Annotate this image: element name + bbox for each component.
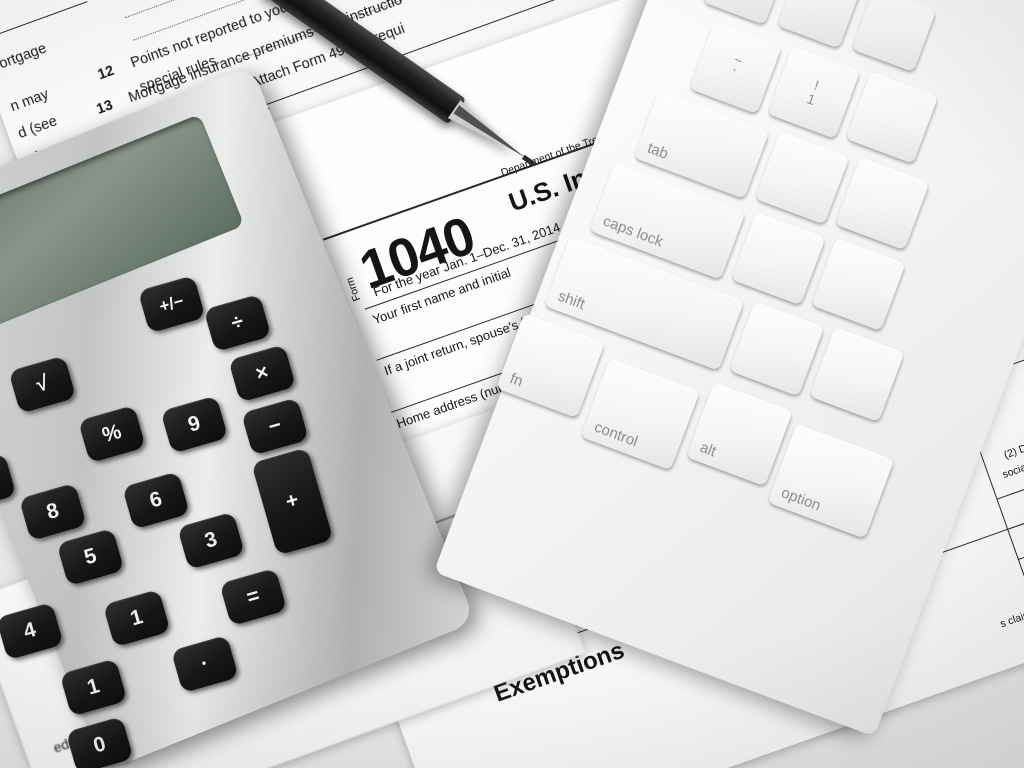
keyboard-key-f-partial-2[interactable] — [851, 0, 937, 73]
keyboard-key-control[interactable]: control — [580, 357, 700, 471]
tilde-icon[interactable]: ~ ` — [689, 21, 782, 114]
exemptions-col-ssn-line1: (2) Dependent's — [1002, 425, 1024, 462]
keyboard-key-esc-partial[interactable] — [702, 0, 788, 25]
calculator-key-square-root[interactable]: √ — [8, 355, 77, 414]
keyboard-key-two-partial[interactable] — [845, 71, 939, 164]
keyboard-key-option[interactable]: option — [767, 423, 895, 539]
keyboard-key-s-partial[interactable] — [811, 237, 906, 332]
calculator-key-six[interactable]: 6 — [122, 471, 190, 530]
calculator-key-decimal-point[interactable]: · — [170, 634, 239, 694]
keyboard-key-w-partial[interactable] — [834, 156, 930, 251]
schedule-a-line-num-5: 12 — [95, 62, 117, 84]
keyboard-key-q-partial[interactable] — [754, 131, 850, 225]
keyboard-key-z-partial[interactable] — [729, 301, 825, 397]
pen-tip — [521, 154, 537, 167]
calculator-key-three[interactable]: 3 — [177, 511, 246, 570]
calculator-key-multiply[interactable]: × — [228, 344, 297, 403]
keyboard-key-f-partial[interactable] — [776, 0, 862, 49]
calculator-key-divide[interactable]: ÷ — [203, 293, 272, 353]
schedule-a-line-num-7: 13 — [94, 97, 116, 118]
schedule-a-section-label: Paid — [0, 0, 27, 1]
divider — [0, 1, 88, 39]
schedule-a-margin-note-1: n may — [8, 86, 51, 116]
calculator-key-seven[interactable]: 7 — [0, 452, 17, 512]
keyboard-key-a-partial[interactable] — [731, 212, 826, 306]
keyboard-key-one-lower: 1 — [804, 90, 818, 108]
keyboard-key-alt[interactable]: alt — [686, 381, 793, 487]
keyboard-key-x-partial[interactable] — [809, 326, 905, 423]
exemptions-footer-left: s claimed — [998, 604, 1024, 631]
calculator-key-plus-large[interactable]: + — [251, 447, 334, 556]
calculator-key-eight[interactable]: 8 — [18, 482, 87, 542]
calculator-key-sign-toggle[interactable]: +/− — [137, 275, 206, 334]
keyboard-key-one[interactable]: ! 1 — [767, 46, 861, 139]
calculator-key-nine[interactable]: 9 — [160, 395, 229, 454]
calculator-key-one[interactable]: 1 — [59, 658, 128, 717]
calculator-key-two[interactable]: 1 — [102, 589, 171, 648]
calculator-key-minus[interactable]: − — [241, 397, 309, 456]
schedule-a-margin-note-2: d (see — [16, 113, 60, 143]
form-word: Form — [343, 275, 364, 303]
calculator-key-equals[interactable]: = — [219, 567, 288, 627]
calculator-key-percent[interactable]: % — [78, 404, 146, 464]
keyboard-key-tilde-lower: ` — [728, 65, 739, 83]
calculator-key-five[interactable]: 5 — [56, 527, 125, 587]
schedule-a-margin-note-0: ortgage — [0, 40, 49, 73]
